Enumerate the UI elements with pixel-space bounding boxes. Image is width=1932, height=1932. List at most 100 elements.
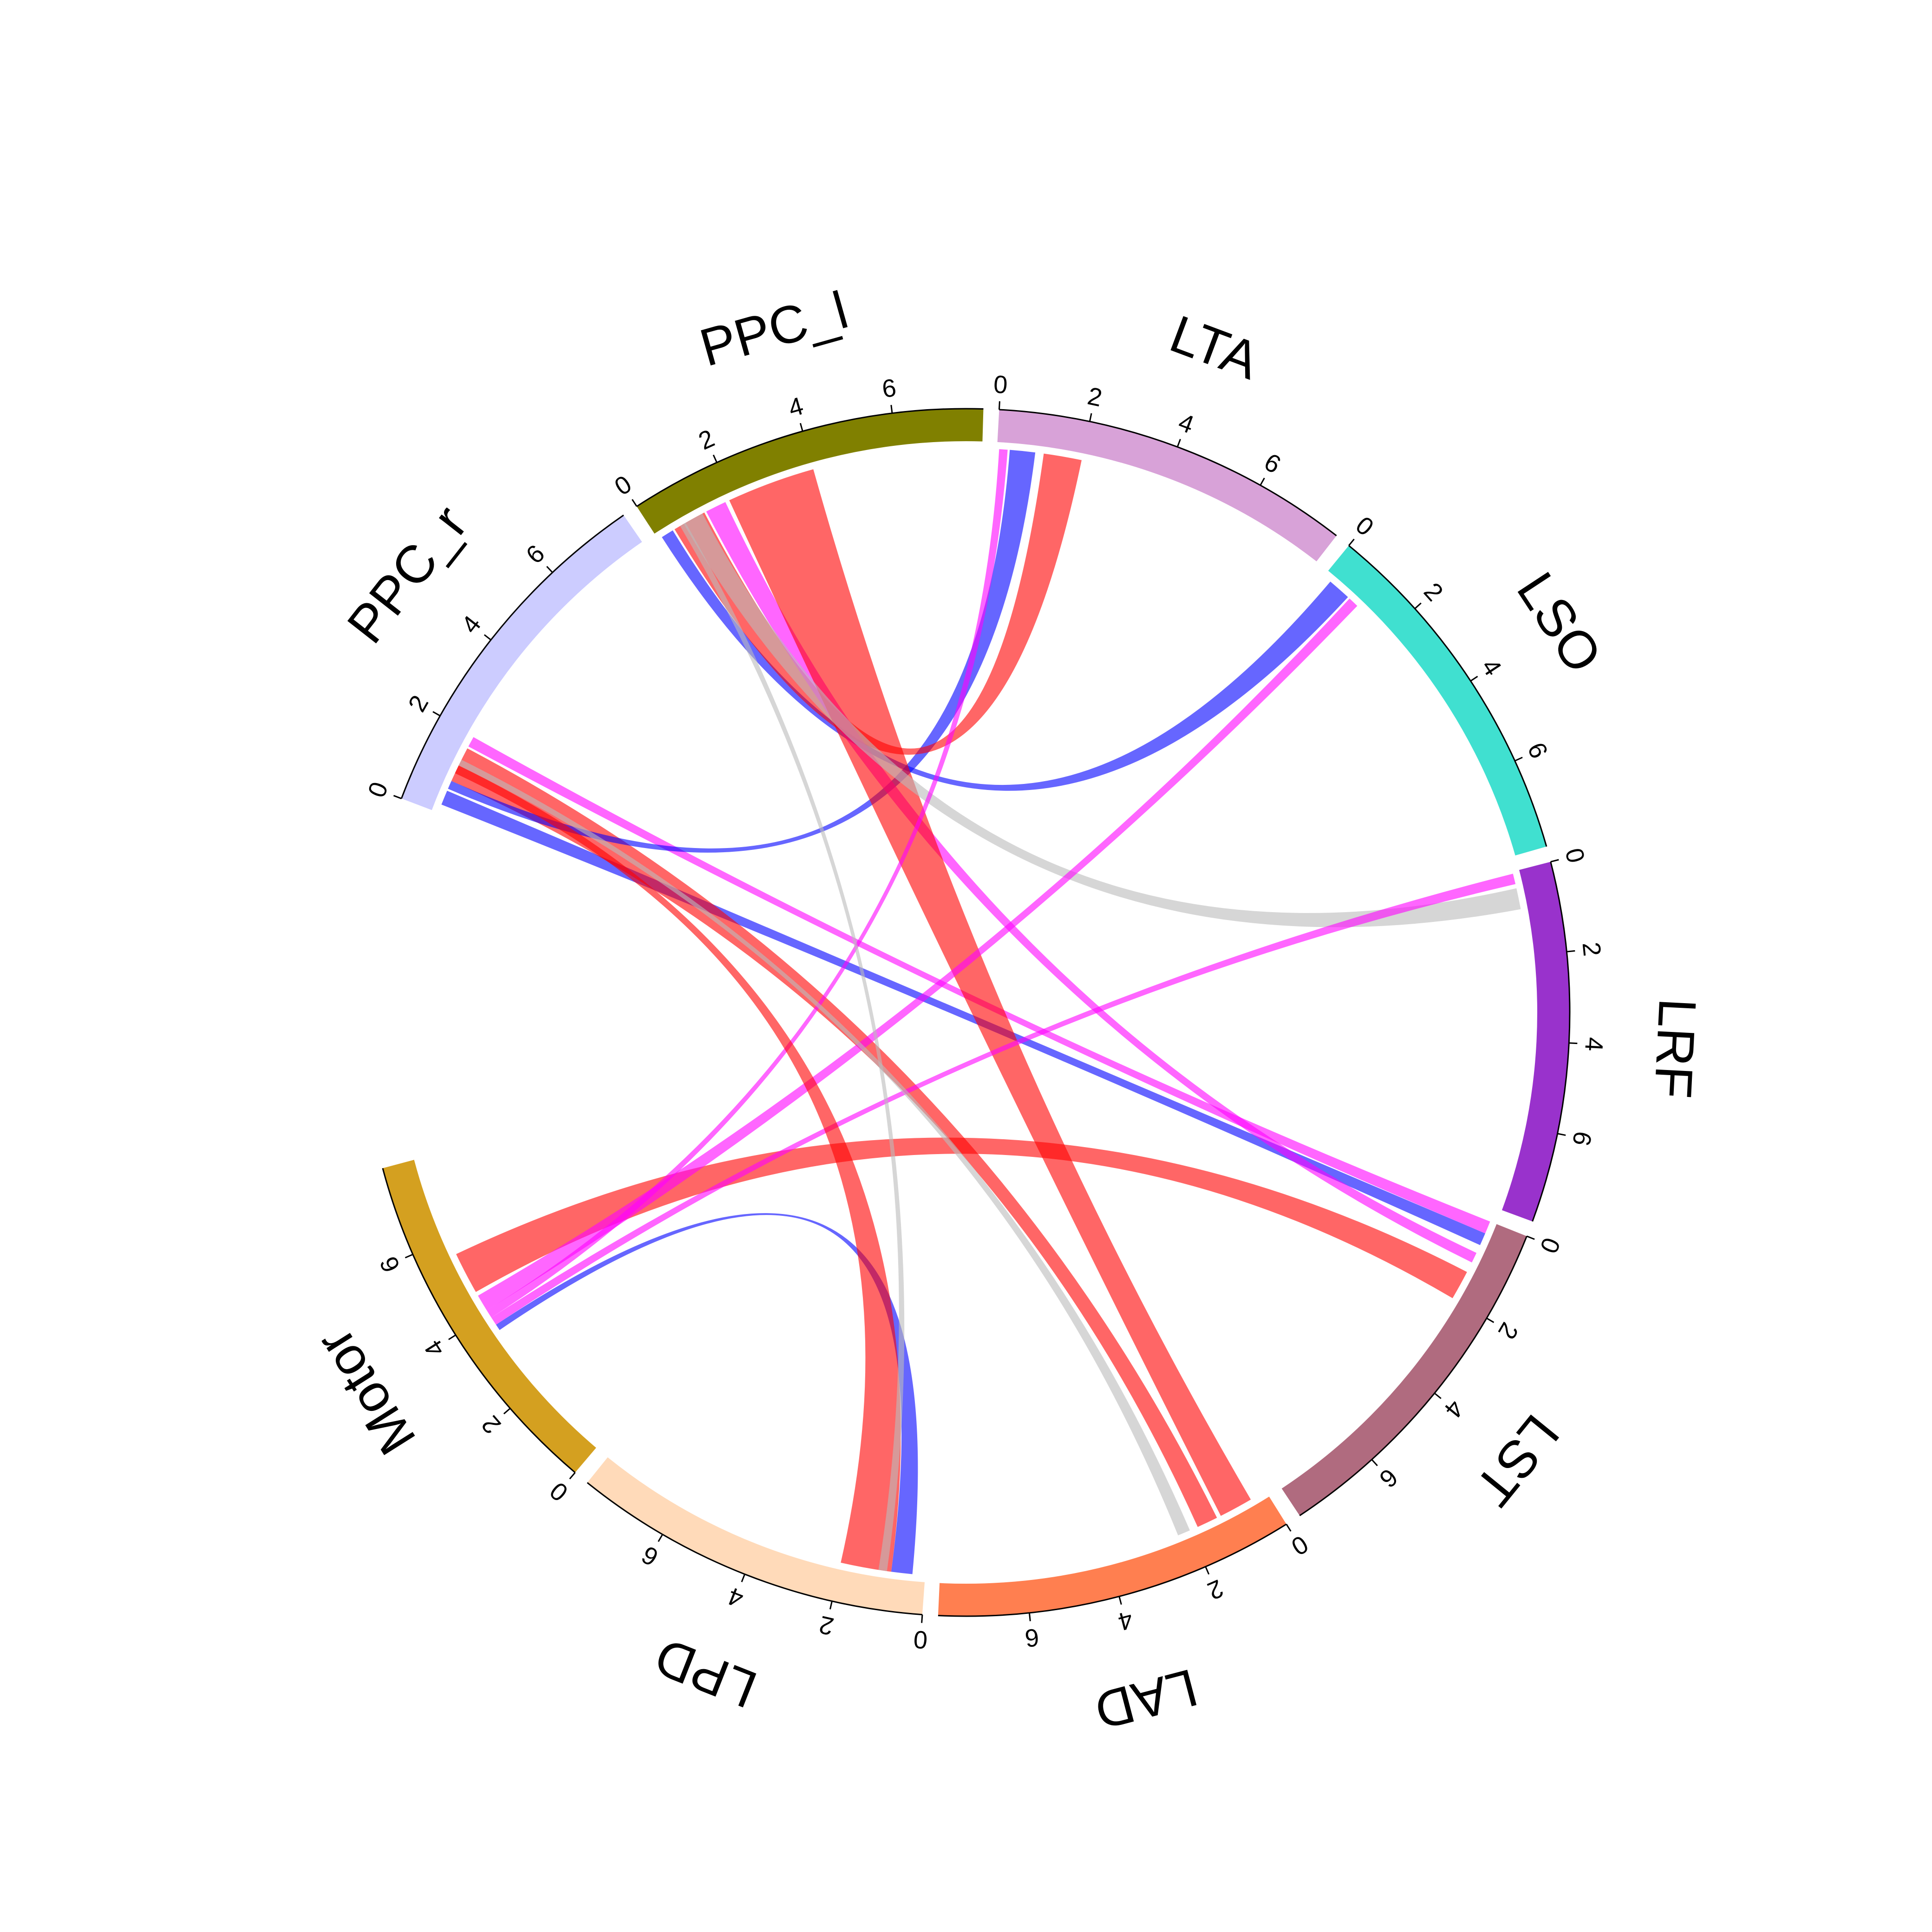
tick-mark (1205, 1566, 1210, 1575)
link-Motor-LRF (491, 874, 1516, 1325)
sector-PPC_r (401, 515, 642, 810)
tick-mark (741, 1573, 745, 1582)
tick-label: 2 (1085, 382, 1105, 412)
tick-mark (393, 795, 402, 799)
sector-LRF (1501, 862, 1570, 1221)
tick-mark (712, 454, 718, 463)
tick-mark (1566, 950, 1575, 953)
sector-name-LPD: LPD (647, 1626, 764, 1719)
sector-LPD (587, 1457, 925, 1615)
tick-mark (829, 1601, 833, 1610)
tick-label: 0 (913, 1625, 928, 1654)
tick-label: 0 (993, 371, 1008, 399)
tick-mark (799, 423, 803, 431)
tick-label: 2 (816, 1610, 836, 1640)
tick-label: 0 (545, 1476, 574, 1507)
tick-mark (1550, 859, 1559, 863)
sector-PPC_l (637, 409, 984, 534)
tick-mark (1486, 1318, 1495, 1323)
tick-mark (1434, 1392, 1442, 1399)
tick-label: 6 (1024, 1623, 1040, 1652)
sector-name-PPC_r: PPC_r (336, 495, 479, 654)
tick-mark (1526, 1235, 1535, 1240)
tick-label: 0 (1286, 1530, 1313, 1561)
tick-mark (1286, 1524, 1292, 1532)
tick-label: 0 (1351, 511, 1379, 541)
sector-axis-Motor (382, 1168, 576, 1473)
sector-LST (1281, 1224, 1527, 1516)
tick-label: 6 (1567, 1129, 1597, 1148)
tick-mark (1569, 1042, 1578, 1044)
tick-label: 4 (1175, 408, 1198, 439)
sector-name-LSO: LSO (1506, 562, 1613, 683)
tick-label: 6 (1260, 448, 1285, 479)
tick-mark (432, 711, 441, 717)
tick-label: 4 (1476, 654, 1507, 681)
tick-mark (448, 1334, 456, 1340)
tick-mark (631, 499, 638, 507)
sector-name-PPC_l: PPC_l (694, 281, 854, 378)
tick-mark (658, 1534, 663, 1542)
tick-mark (483, 634, 491, 641)
tick-mark (1260, 477, 1265, 486)
tick-label: 4 (456, 610, 487, 639)
tick-label: 6 (1374, 1463, 1403, 1493)
tick-mark (405, 1253, 413, 1259)
tick-mark (1028, 1612, 1031, 1621)
link-Motor-LST (456, 1137, 1467, 1299)
tick-label: 4 (419, 1335, 450, 1362)
tick-label: 6 (637, 1540, 663, 1572)
tick-mark (503, 1408, 511, 1415)
tick-label: 4 (785, 392, 806, 423)
tick-label: 4 (724, 1582, 747, 1613)
sector-axis-LPD (587, 1482, 923, 1616)
sector-Motor (383, 1160, 596, 1473)
tick-label: 2 (1577, 941, 1606, 958)
sector-LTA (997, 409, 1337, 561)
tick-label: 4 (1580, 1037, 1608, 1052)
tick-label: 2 (694, 424, 718, 455)
tick-label: 2 (1418, 577, 1449, 606)
sector-axis-LTA (999, 409, 1337, 536)
tick-mark (546, 566, 553, 573)
tick-mark (1118, 1596, 1122, 1605)
sector-name-Motor: Motor (305, 1319, 427, 1465)
link-PPC_l-LAD (729, 469, 1251, 1516)
tick-mark (1176, 438, 1181, 447)
sector-axis-LST (1299, 1236, 1527, 1516)
tick-label: 2 (1203, 1574, 1227, 1605)
sector-axis-PPC_l (636, 408, 984, 507)
sector-axis-LSO (1348, 545, 1547, 847)
tick-label: 0 (363, 778, 394, 801)
tick-label: 6 (521, 539, 550, 569)
sector-name-LAD: LAD (1089, 1658, 1203, 1741)
sector-axis-LAD (938, 1523, 1287, 1617)
link-LPD-PPC_r (455, 765, 901, 1572)
sector-LSO (1328, 545, 1547, 855)
tick-mark (1470, 676, 1478, 682)
tick-mark (1371, 1459, 1378, 1467)
tick-mark (1514, 757, 1523, 762)
tick-label: 4 (1115, 1606, 1136, 1636)
tick-label: 2 (476, 1410, 506, 1439)
sector-axis-LRF (1532, 862, 1571, 1222)
tick-label: 4 (1439, 1395, 1469, 1423)
tick-mark (1089, 413, 1092, 422)
tick-mark (1557, 1133, 1566, 1136)
tick-label: 6 (374, 1253, 405, 1277)
tick-mark (890, 405, 893, 413)
tick-label: 6 (881, 374, 898, 403)
tick-label: 0 (1534, 1234, 1566, 1257)
sector-name-LST: LST (1463, 1404, 1570, 1516)
tick-label: 2 (403, 691, 434, 717)
tick-mark (1414, 602, 1422, 609)
tick-label: 0 (610, 470, 637, 501)
sector-axis-PPC_r (400, 515, 624, 799)
tick-label: 6 (1522, 738, 1553, 763)
tick-mark (569, 1472, 576, 1480)
sector-LAD (938, 1496, 1286, 1616)
tick-label: 2 (1493, 1318, 1524, 1344)
tick-mark (1348, 538, 1355, 546)
tick-label: 0 (1560, 845, 1590, 866)
